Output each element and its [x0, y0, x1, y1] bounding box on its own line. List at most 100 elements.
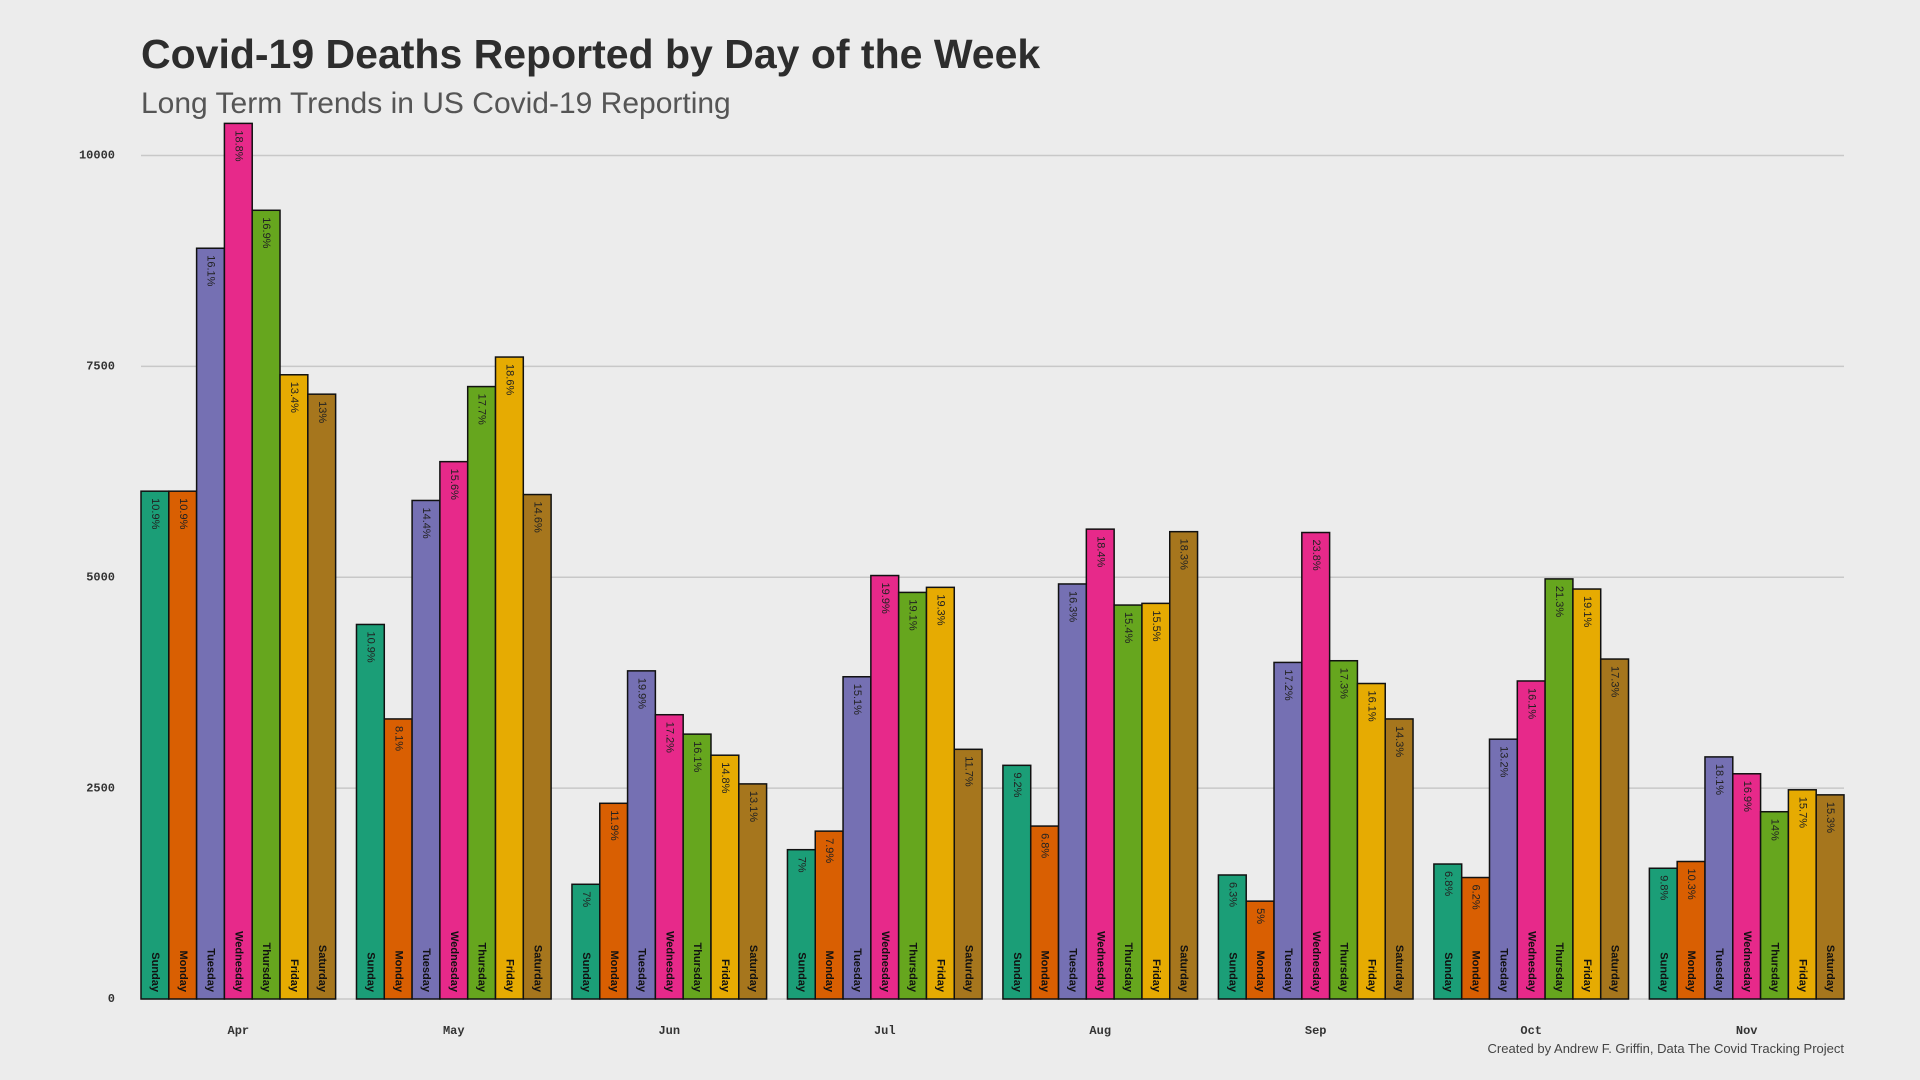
bar [439, 460, 469, 1000]
x-tick-label: Oct [1520, 1024, 1542, 1038]
bar-day-label: Wednesday [1310, 931, 1322, 993]
bar-day-label: Tuesday [1497, 948, 1509, 993]
bar-percent-label: 17.2% [1282, 669, 1294, 700]
bar-percent-label: 17.3% [1338, 668, 1350, 699]
bar-percent-label: 7.9% [823, 838, 835, 863]
bar [1169, 530, 1199, 1000]
bar-day-label: Friday [1365, 959, 1377, 993]
bar-percent-label: 9.2% [1011, 772, 1023, 797]
chart-subtitle: Long Term Trends in US Covid-19 Reportin… [141, 87, 731, 120]
bar [1787, 789, 1817, 1000]
bar-day-label: Thursday [260, 942, 272, 992]
bar-percent-label: 14% [1769, 819, 1781, 841]
x-tick-label: Jun [658, 1024, 680, 1038]
bar-percent-label: 7% [580, 891, 592, 907]
bar-percent-label: 7% [795, 857, 807, 873]
bar [1217, 874, 1247, 1000]
bar-day-label: Saturday [316, 945, 328, 993]
bar [925, 586, 956, 1000]
bar-percent-label: 21.3% [1553, 586, 1565, 617]
bar-percent-label: 11.7% [962, 756, 974, 787]
bar-day-label: Saturday [1178, 945, 1190, 993]
bar [279, 374, 309, 1000]
bar-percent-label: 18.4% [1094, 536, 1106, 567]
bar-percent-label: 6.8% [1442, 871, 1454, 896]
bar [1759, 810, 1790, 1000]
bar-day-label: Friday [1796, 959, 1808, 993]
bar [1002, 764, 1032, 1000]
bar-day-label: Sunday [364, 952, 376, 993]
bar [1328, 659, 1359, 1000]
bar-day-label: Tuesday [636, 948, 648, 993]
bar [1648, 867, 1678, 1000]
bar-percent-label: 16.1% [691, 741, 703, 772]
bar [1085, 528, 1115, 1000]
bar-percent-label: 10.3% [1685, 869, 1697, 900]
bar-percent-label: 16.1% [1525, 688, 1537, 719]
bar-day-label: Saturday [1609, 945, 1621, 993]
bar-percent-label: 6.3% [1226, 882, 1238, 907]
bar [1815, 794, 1845, 1000]
bar [1572, 588, 1602, 1000]
bar [710, 754, 740, 1000]
bar-day-label: Thursday [1553, 942, 1565, 992]
bar [411, 499, 441, 1000]
bar [1141, 602, 1171, 1000]
bar-day-label: Thursday [1122, 942, 1134, 992]
bar-percent-label: 14.4% [420, 507, 432, 538]
bar-day-label: Monday [1254, 950, 1266, 992]
bar-percent-label: 19.3% [934, 594, 946, 625]
x-tick-label: May [443, 1024, 465, 1038]
bar-day-label: Monday [1039, 950, 1051, 992]
bar-day-label: Monday [177, 950, 189, 992]
bar [1599, 658, 1630, 1000]
bar-percent-label: 11.9% [608, 810, 620, 841]
bar-percent-label: 16.3% [1067, 591, 1079, 622]
bar-percent-label: 17.2% [663, 722, 675, 753]
bar-day-label: Saturday [531, 945, 543, 993]
bar [870, 574, 900, 1000]
bar [786, 848, 816, 1000]
bar-day-label: Friday [503, 959, 515, 993]
bar [383, 718, 413, 1000]
chart-title: Covid-19 Deaths Reported by Day of the W… [141, 31, 1040, 77]
bar [682, 733, 712, 1000]
bar [168, 490, 198, 1000]
bar-percent-label: 14.6% [531, 502, 543, 533]
x-tick-label: Nov [1736, 1024, 1758, 1038]
bar [1029, 825, 1060, 1000]
bar [1356, 682, 1386, 1000]
bar-day-label: Tuesday [1282, 948, 1294, 993]
bar-day-label: Friday [1150, 959, 1162, 993]
bar [522, 493, 552, 1000]
bar-percent-label: 19.9% [879, 583, 891, 614]
caption: Created by Andrew F. Griffin, Data The C… [1488, 1041, 1845, 1056]
bar [1113, 604, 1143, 1000]
bar-day-label: Sunday [1226, 952, 1238, 993]
bar-percent-label: 16.1% [1365, 691, 1377, 722]
bar-day-label: Friday [288, 959, 300, 993]
bar-day-label: Tuesday [420, 948, 432, 993]
bar [1732, 773, 1762, 1000]
bar-day-label: Sunday [580, 952, 592, 993]
bar-day-label: Sunday [149, 952, 161, 993]
bar [1384, 718, 1414, 1000]
bar-day-label: Monday [608, 950, 620, 992]
bar [842, 676, 872, 1000]
bar [223, 122, 253, 1000]
bar-day-label: Tuesday [1713, 948, 1725, 993]
bar-percent-label: 23.8% [1310, 540, 1322, 571]
bar-percent-label: 10.9% [149, 498, 161, 529]
bar-percent-label: 10.9% [364, 631, 376, 662]
bar-percent-label: 8.1% [392, 726, 404, 751]
bar-day-label: Friday [1581, 959, 1593, 993]
bar-percent-label: 17.7% [476, 394, 488, 425]
bar-day-label: Thursday [1769, 942, 1781, 992]
bar-day-label: Friday [934, 959, 946, 993]
bar-percent-label: 18.1% [1713, 764, 1725, 795]
bar-percent-label: 10.9% [177, 498, 189, 529]
bar-percent-label: 5% [1254, 908, 1266, 924]
bar [251, 209, 281, 1000]
bar-day-label: Thursday [691, 942, 703, 992]
